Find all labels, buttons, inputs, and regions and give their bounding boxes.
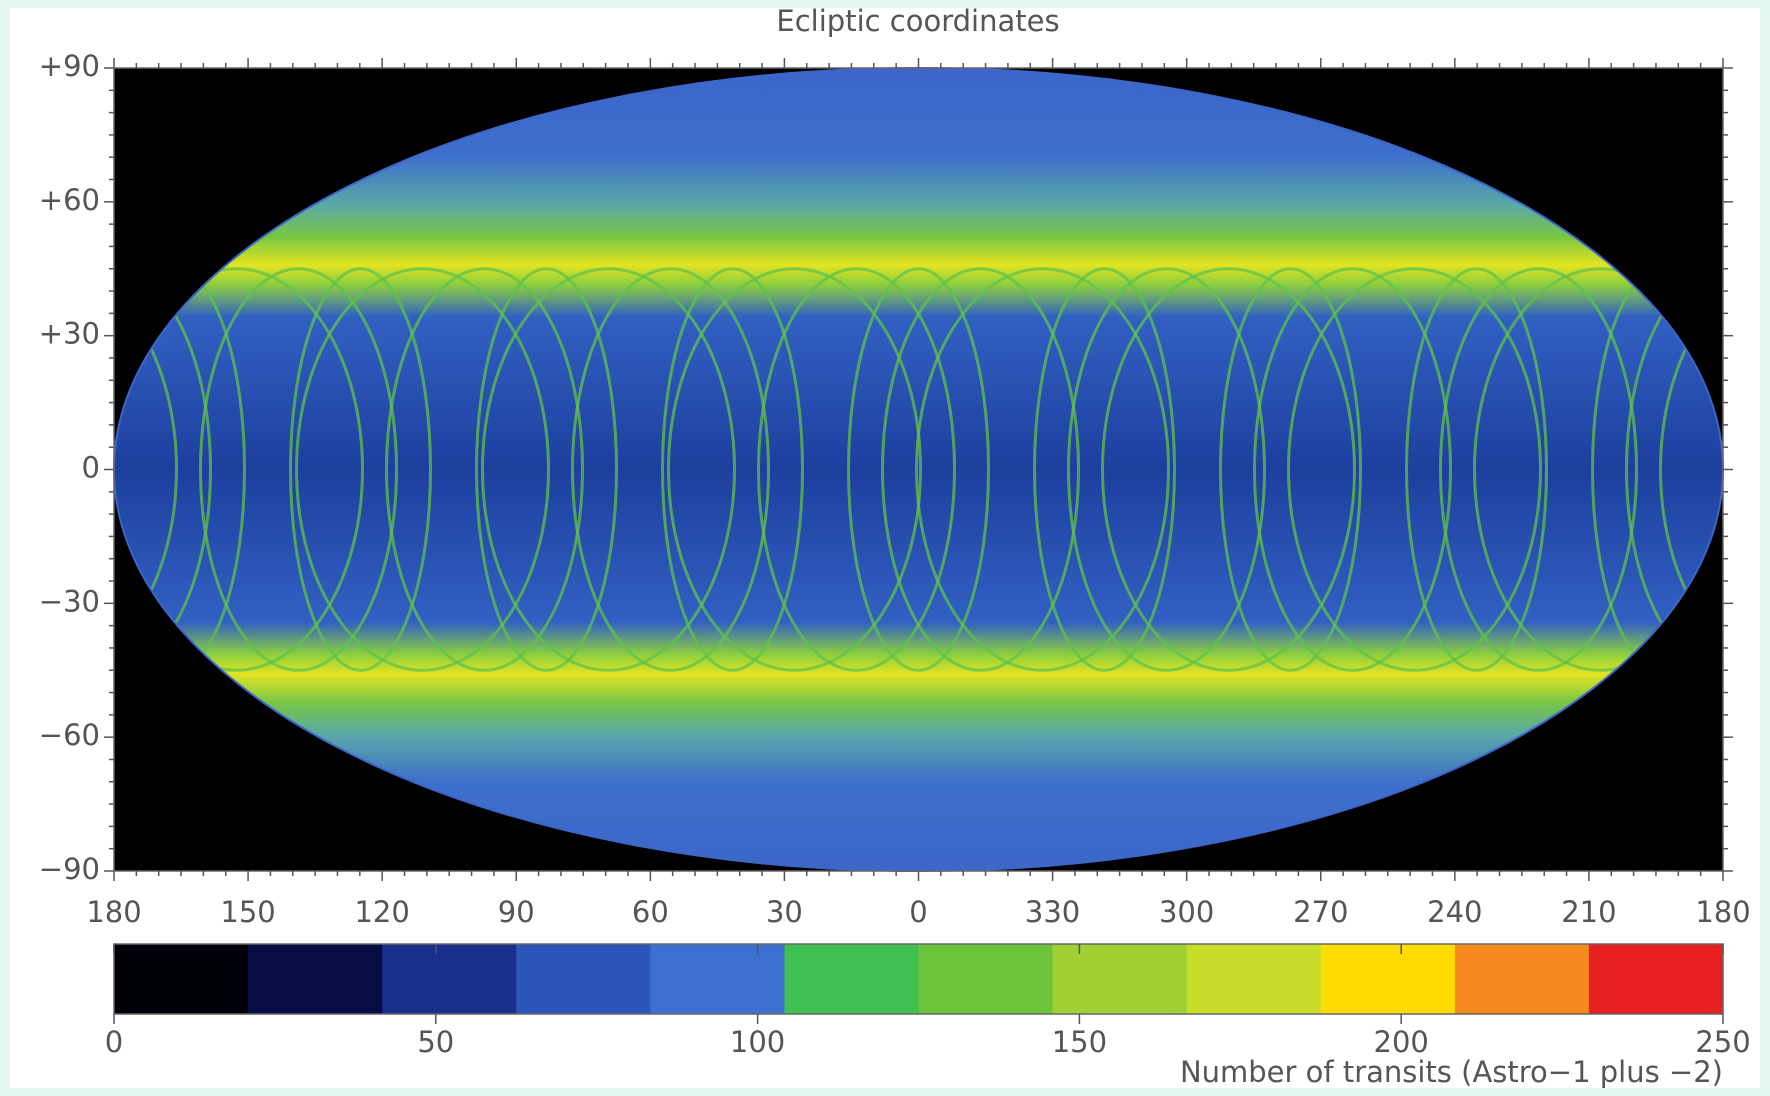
scan-arc — [1659, 267, 1723, 672]
scan-arc — [847, 267, 990, 672]
colorbar-tick-label: 200 — [1374, 1025, 1429, 1059]
scan-arc — [571, 267, 770, 672]
x-tick-label: 300 — [1159, 895, 1214, 929]
colorbar-tick-label: 100 — [730, 1025, 785, 1059]
scan-arc — [757, 267, 956, 672]
y-tick-label: −30 — [39, 584, 100, 618]
chart-title: Ecliptic coordinates — [776, 4, 1059, 38]
scan-arc — [915, 267, 1170, 672]
x-tick-label: 90 — [498, 895, 535, 929]
scan-arc — [1253, 267, 1452, 672]
colorbar-label: Number of transits (Astro−1 plus −2) — [1180, 1055, 1723, 1089]
x-tick-label: 180 — [1695, 895, 1750, 929]
scan-arc — [1067, 267, 1266, 672]
x-tick-label: 240 — [1427, 895, 1482, 929]
y-tick-label: −60 — [39, 718, 100, 752]
y-tick-label: +90 — [39, 49, 100, 83]
colorbar-segment — [1186, 944, 1322, 1014]
colorbar-segment — [114, 944, 249, 1014]
scan-arc — [114, 267, 364, 672]
colorbar-segment — [1588, 944, 1724, 1014]
scan-arc — [667, 267, 922, 672]
sky-map — [114, 68, 1723, 871]
colorbar-tick-label: 50 — [417, 1025, 454, 1059]
colorbar-segment — [784, 944, 919, 1014]
colorbar-segment — [650, 944, 785, 1014]
scan-arc — [1033, 267, 1176, 672]
scan-arc — [1219, 267, 1362, 672]
scan-arc — [661, 267, 804, 672]
scan-arc — [289, 267, 432, 672]
x-tick-label: 180 — [86, 895, 141, 929]
scan-arc — [114, 267, 178, 672]
colorbar-frame — [113, 943, 1724, 1015]
colorbar-tick-label: 250 — [1695, 1025, 1750, 1059]
colorbar-segment — [1052, 944, 1188, 1014]
scan-arc — [1473, 267, 1723, 672]
scan-arc — [114, 267, 212, 672]
scan-pattern — [114, 267, 1723, 672]
scan-arc — [1625, 267, 1723, 672]
scan-arc — [1287, 267, 1542, 672]
x-tick-label: 330 — [1025, 895, 1080, 929]
colorbar-segment — [918, 944, 1054, 1014]
x-tick-label: 120 — [354, 895, 409, 929]
scan-arc — [1101, 267, 1356, 672]
y-tick-label: +60 — [39, 183, 100, 217]
x-tick-label: 210 — [1561, 895, 1616, 929]
x-tick-label: 150 — [220, 895, 275, 929]
colorbar-segment — [516, 944, 651, 1014]
scan-arc — [385, 267, 584, 672]
y-tick-label: +30 — [39, 317, 100, 351]
colorbar-segment — [1320, 944, 1456, 1014]
scan-arc — [295, 267, 550, 672]
scan-arc — [881, 267, 1080, 672]
colorbar-segment — [382, 944, 517, 1014]
x-tick-label: 60 — [632, 895, 669, 929]
scan-arc — [481, 267, 736, 672]
scan-arc — [1439, 267, 1638, 672]
colorbar-tick-label: 0 — [105, 1025, 123, 1059]
colorbar-tick-label: 150 — [1052, 1025, 1107, 1059]
x-tick-label: 270 — [1293, 895, 1348, 929]
y-tick-label: −90 — [39, 852, 100, 886]
scan-arc — [1405, 267, 1548, 672]
x-tick-label: 0 — [909, 895, 927, 929]
colorbar-segment — [248, 944, 383, 1014]
scan-arc — [199, 267, 398, 672]
y-tick-label: 0 — [82, 451, 100, 485]
scan-arc — [475, 267, 618, 672]
x-tick-label: 30 — [766, 895, 803, 929]
colorbar-segment — [1454, 944, 1590, 1014]
